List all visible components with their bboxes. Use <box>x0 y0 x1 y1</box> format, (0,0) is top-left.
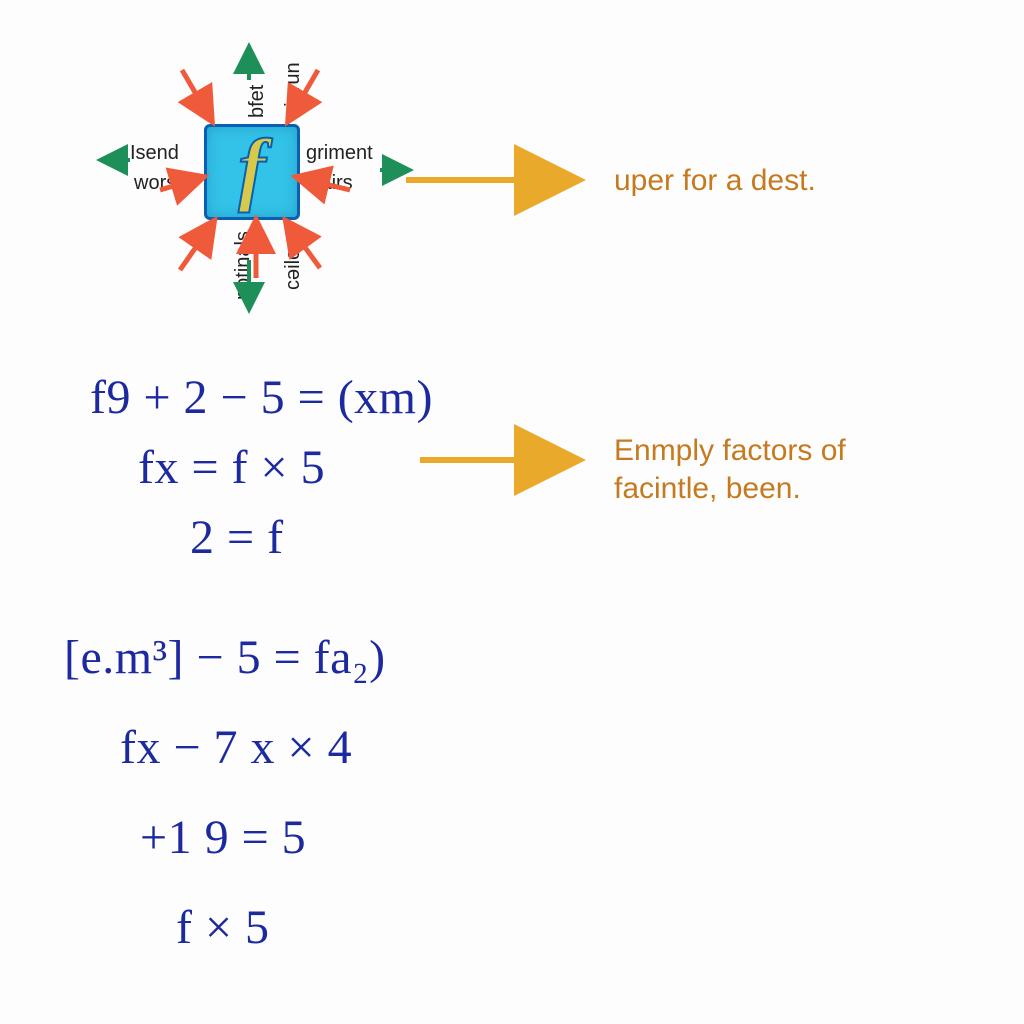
canvas: f bfet ojorun Isend wors griment wairs n… <box>0 0 1024 1024</box>
red-arrow-ne <box>290 70 318 118</box>
red-arrow-w <box>160 178 200 190</box>
annotation-2-line2: facintle, been. <box>614 470 846 508</box>
red-arrow-nw <box>182 70 210 118</box>
red-arrow-se <box>288 224 320 268</box>
annotation-2-line1: Enmply factors of <box>614 432 846 470</box>
diagram-arrows-svg <box>0 0 1024 1024</box>
eq-line-2: fx = f × 5 <box>138 440 325 495</box>
red-arrow-sw <box>180 224 212 270</box>
annotation-1: uper for a dest. <box>614 162 816 200</box>
red-arrow-e <box>300 178 350 190</box>
eq-line-7: f × 5 <box>176 900 270 955</box>
eq-line-5: fx − 7 x × 4 <box>120 720 352 775</box>
eq-line-3: 2 = f <box>190 510 284 565</box>
eq-line-6: +1 9 = 5 <box>140 810 306 865</box>
annotation-2: Enmply factors of facintle, been. <box>614 432 846 507</box>
eq-line-1: f9 + 2 − 5 = (xm) <box>90 370 433 425</box>
eq-line-4: [e.m³] − 5 = fa₂) <box>64 630 386 685</box>
